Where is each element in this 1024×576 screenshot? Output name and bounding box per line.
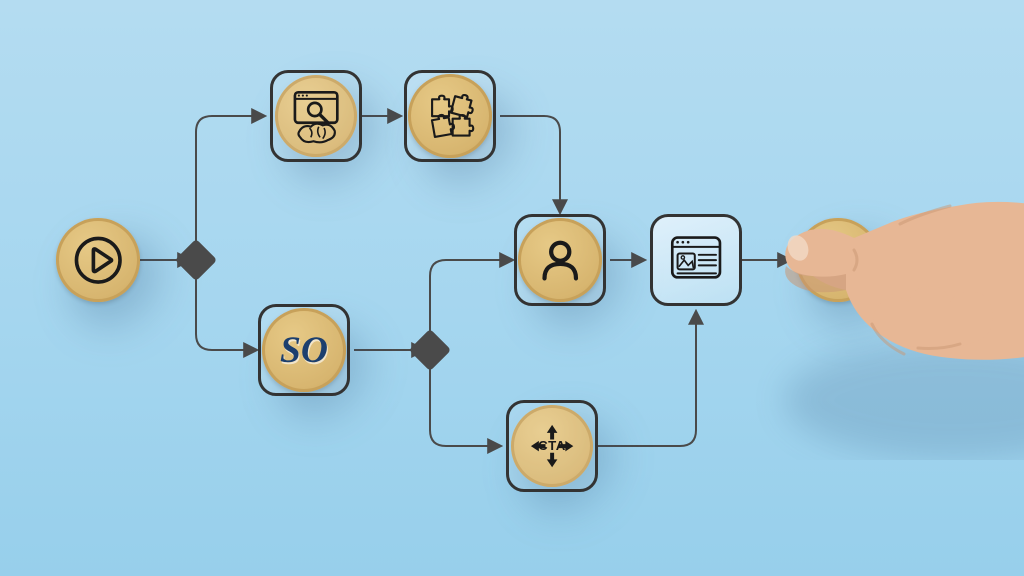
node-research: [270, 70, 362, 162]
target-icon: [808, 230, 868, 290]
node-start: [56, 218, 140, 302]
research-icon: [283, 83, 349, 149]
gateway-gw1: [175, 239, 217, 281]
edge-cta-page: [598, 312, 696, 446]
edge-puzzle-user: [500, 116, 560, 212]
node-cta: CTA: [506, 400, 598, 492]
cta-icon: CTA: [519, 413, 585, 479]
play-icon: [68, 230, 128, 290]
webpage-icon: [663, 227, 729, 293]
flowchart-canvas: SO CTA: [0, 0, 1024, 576]
edge-gw2-user: [430, 260, 512, 334]
edge-gw2-cta: [430, 366, 500, 446]
node-target: [796, 218, 880, 302]
node-user: [518, 218, 602, 302]
edge-gw1-research: [196, 116, 264, 244]
gateway-gw2: [409, 329, 451, 371]
cta-label: CTA: [519, 413, 585, 479]
node-page: [650, 214, 742, 306]
puzzle-icon: [420, 86, 480, 146]
node-so: SO: [262, 308, 346, 392]
so-icon: SO: [280, 329, 328, 372]
edge-gw1-so: [196, 276, 256, 350]
user-icon: [530, 230, 590, 290]
node-puzzle: [408, 74, 492, 158]
